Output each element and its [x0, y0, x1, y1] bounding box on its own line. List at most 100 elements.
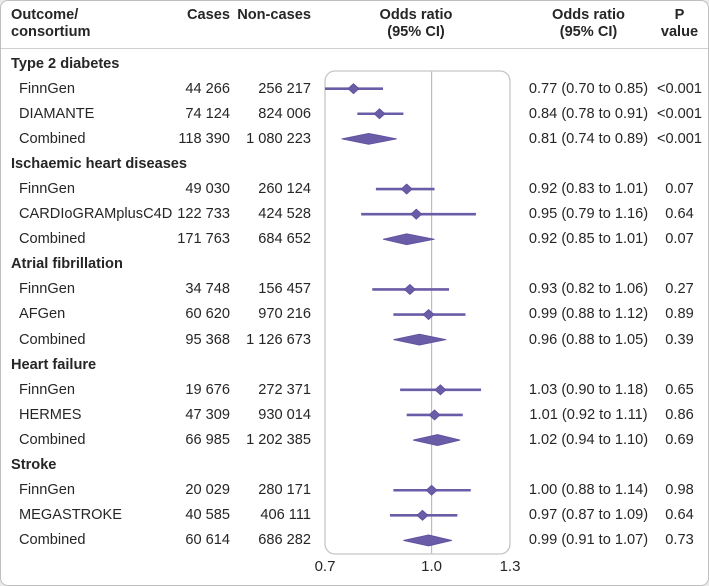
noncases-value: 686 282	[258, 532, 311, 549]
cases-value: 60 614	[185, 532, 230, 549]
study-label: MEGASTROKE	[19, 507, 122, 524]
table-row: Combined 118 390 1 080 223 0.81 (0.74 to 0.…	[1, 126, 708, 151]
p-value: 0.98	[665, 482, 694, 499]
study-label: Combined	[19, 130, 86, 147]
odds-ratio-value: 1.02 (0.94 to 1.10)	[528, 431, 649, 448]
group-label: Heart failure	[11, 356, 97, 373]
table-row: HERMES 47 309 930 014 1.01 (0.92 to 1.11) 0.…	[1, 402, 708, 427]
odds-ratio-value: 1.03 (0.90 to 1.18)	[528, 381, 649, 398]
study-label: FinnGen	[19, 281, 75, 298]
p-value: 0.07	[665, 231, 694, 248]
study-label: Combined	[19, 431, 86, 448]
odds-ratio-value: 0.93 (0.82 to 1.06)	[528, 281, 649, 298]
noncases-value: 824 006	[258, 105, 311, 122]
table-group-row: Heart failure	[1, 352, 708, 377]
p-value: 0.64	[665, 206, 694, 223]
odds-ratio-value: 0.99 (0.88 to 1.12)	[528, 306, 649, 323]
noncases-value: 256 217	[258, 80, 311, 97]
table-row: FinnGen 44 266 256 217 0.77 (0.70 to 0.85) <…	[1, 76, 708, 101]
column-header-outcome-line1: Outcome/	[11, 7, 79, 23]
cases-value: 171 763	[177, 231, 230, 248]
p-value: <0.001	[656, 105, 703, 122]
p-value: 0.73	[665, 532, 694, 549]
column-header-odds-ratio-text-line1: Odds ratio	[552, 7, 625, 23]
odds-ratio-value: 0.92 (0.85 to 1.01)	[528, 231, 649, 248]
table-row: AFGen 60 620 970 216 0.99 (0.88 to 1.12) 0.8…	[1, 302, 708, 327]
axis-tick-label: 1.3	[500, 558, 521, 575]
cases-value: 47 309	[185, 406, 230, 423]
table-row: MEGASTROKE 40 585 406 111 0.97 (0.87 to 1.0…	[1, 503, 708, 528]
table-row: Combined 95 368 1 126 673 0.96 (0.88 to 1.0…	[1, 327, 708, 352]
table-group-row: Atrial fibrillation	[1, 252, 708, 277]
noncases-value: 406 111	[260, 507, 311, 524]
cases-value: 95 368	[185, 331, 230, 348]
column-header-p-value-line2: value	[660, 23, 699, 40]
noncases-value: 684 652	[258, 231, 311, 248]
table-row: FinnGen 20 029 280 171 1.00 (0.88 to 1.14) 0…	[1, 478, 708, 503]
column-header-odds-ratio-plot-line2: (95% CI)	[387, 23, 445, 40]
p-value: 0.39	[665, 331, 694, 348]
p-value: 0.86	[665, 406, 694, 423]
p-value: 0.27	[665, 281, 694, 298]
cases-value: 19 676	[185, 381, 230, 398]
study-label: HERMES	[19, 406, 82, 423]
noncases-value: 156 457	[258, 281, 311, 298]
study-label: DIAMANTE	[19, 105, 95, 122]
study-label: FinnGen	[19, 80, 75, 97]
column-header-p-value-line1: P	[674, 7, 685, 23]
noncases-value: 1 202 385	[246, 431, 311, 448]
odds-ratio-value: 0.99 (0.91 to 1.07)	[528, 532, 649, 549]
cases-value: 74 124	[185, 105, 230, 122]
cases-value: 34 748	[185, 281, 230, 298]
cases-value: 44 266	[185, 80, 230, 97]
noncases-value: 970 216	[258, 306, 311, 323]
p-value: 0.89	[665, 306, 694, 323]
table-row: Combined 60 614 686 282 0.99 (0.91 to 1.07)…	[1, 528, 708, 553]
p-value: <0.001	[656, 130, 703, 147]
p-value: 0.64	[665, 507, 694, 524]
noncases-value: 260 124	[258, 181, 311, 198]
table-row: FinnGen 49 030 260 124 0.92 (0.83 to 1.01) 0…	[1, 176, 708, 201]
p-value: 0.07	[665, 181, 694, 198]
odds-ratio-value: 0.81 (0.74 to 0.89)	[528, 130, 649, 147]
odds-ratio-value: 0.92 (0.83 to 1.01)	[528, 181, 649, 198]
noncases-value: 1 080 223	[246, 130, 311, 147]
odds-ratio-value: 0.96 (0.88 to 1.05)	[528, 331, 649, 348]
cases-value: 122 733	[177, 206, 230, 223]
column-header-odds-ratio-text: Odds ratio (95% CI)	[521, 1, 656, 48]
cases-value: 49 030	[185, 181, 230, 198]
study-label: FinnGen	[19, 482, 75, 499]
study-label: AFGen	[19, 306, 66, 323]
table-row: DIAMANTE 74 124 824 006 0.84 (0.78 to 0.91)…	[1, 101, 708, 126]
odds-ratio-value: 0.84 (0.78 to 0.91)	[528, 105, 649, 122]
p-value: <0.001	[656, 80, 703, 97]
study-label: Combined	[19, 532, 86, 549]
cases-value: 118 390	[178, 130, 230, 147]
noncases-value: 280 171	[258, 482, 311, 499]
table-row: CARDIoGRAMplusC4D 122 733 424 528 0.95 (0.7…	[1, 202, 708, 227]
odds-ratio-value: 0.77 (0.70 to 0.85)	[528, 80, 649, 97]
table-group-row: Stroke	[1, 453, 708, 478]
column-header-cases: Cases	[186, 7, 230, 23]
column-header-odds-ratio-plot: Odds ratio (95% CI)	[311, 1, 521, 48]
group-label: Stroke	[11, 457, 57, 474]
noncases-value: 930 014	[258, 406, 311, 423]
odds-ratio-value: 0.95 (0.79 to 1.16)	[528, 206, 649, 223]
odds-ratio-value: 0.97 (0.87 to 1.09)	[528, 507, 649, 524]
study-label: FinnGen	[19, 381, 75, 398]
noncases-value: 272 371	[258, 381, 311, 398]
cases-value: 60 620	[185, 306, 230, 323]
table-row: Combined 66 985 1 202 385 1.02 (0.94 to 1.1…	[1, 427, 708, 452]
axis-tick-label: 1.0	[421, 558, 442, 575]
odds-ratio-value: 1.00 (0.88 to 1.14)	[528, 482, 649, 499]
table-row: Combined 171 763 684 652 0.92 (0.85 to 1.01…	[1, 227, 708, 252]
axis-tick-label: 0.7	[315, 558, 336, 575]
column-header-odds-ratio-text-line2: (95% CI)	[559, 23, 618, 40]
column-header-outcome: Outcome/ consortium	[11, 1, 173, 48]
odds-ratio-value: 1.01 (0.92 to 1.11)	[529, 406, 648, 423]
cases-value: 66 985	[185, 431, 230, 448]
p-value: 0.69	[665, 431, 694, 448]
noncases-value: 1 126 673	[246, 331, 311, 348]
table-row: FinnGen 34 748 156 457 0.93 (0.82 to 1.06) 0…	[1, 277, 708, 302]
